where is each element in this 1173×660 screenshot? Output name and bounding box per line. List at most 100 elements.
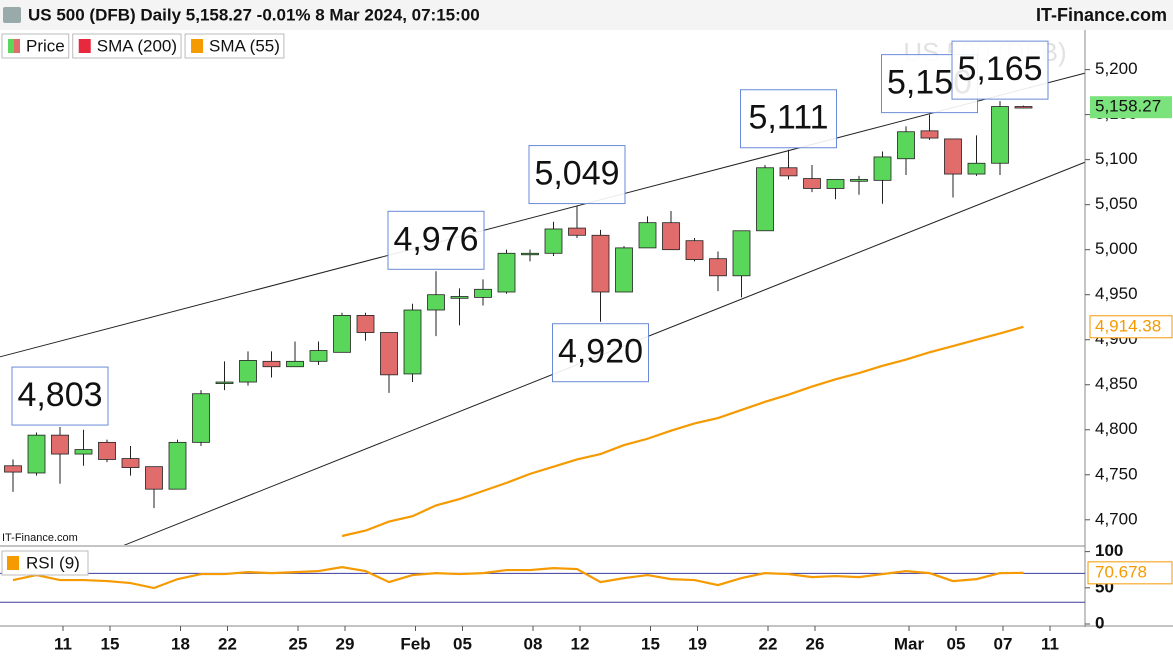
- y-tick-label: 5,100: [1095, 149, 1138, 168]
- candle-body: [568, 227, 586, 236]
- legend-swatch: [7, 556, 19, 570]
- title-bar: [0, 0, 1173, 30]
- x-tick-label: 29: [336, 634, 355, 653]
- candle-body: [333, 315, 351, 353]
- x-tick-label: 22: [759, 634, 778, 653]
- candle-body: [121, 458, 140, 468]
- last-value-box: [1089, 315, 1173, 339]
- y-tick-label: 0: [1095, 613, 1104, 632]
- candle-body: [192, 393, 210, 443]
- candle-body: [168, 441, 187, 490]
- y-tick-label: 5,200: [1095, 59, 1138, 78]
- legend-label: Price: [26, 36, 65, 55]
- x-tick-label: 18: [171, 634, 190, 653]
- legend-label: RSI (9): [26, 553, 80, 572]
- x-tick-label: 15: [641, 634, 660, 653]
- x-tick-label: 05: [453, 634, 472, 653]
- chart-title: US 500 (DFB) Daily 5,158.27 -0.01% 8 Mar…: [28, 5, 480, 24]
- candle-body: [262, 360, 281, 368]
- last-value-label: 70.678: [1095, 562, 1147, 581]
- candle-body: [920, 130, 939, 139]
- annotation-box: [387, 210, 485, 270]
- legend-swatch: [14, 39, 20, 53]
- candle-body: [215, 381, 234, 384]
- annotation-box: [552, 323, 649, 383]
- candle-body: [662, 222, 680, 251]
- x-tick-label: 12: [571, 634, 590, 653]
- candle-body: [403, 309, 422, 375]
- x-tick-label: 15: [101, 634, 120, 653]
- candle-body: [145, 466, 163, 490]
- candle-body: [427, 294, 445, 311]
- legend-label: SMA (55): [209, 36, 280, 55]
- x-tick-label: 22: [218, 634, 237, 653]
- candle-body: [709, 258, 727, 277]
- credit: IT-Finance.com: [2, 532, 78, 544]
- y-tick-label: 4,750: [1095, 464, 1138, 483]
- line: [341, 325, 1024, 538]
- x-tick-label: 05: [947, 634, 966, 653]
- line: [12, 565, 1024, 590]
- candle-body: [380, 332, 398, 376]
- annotation-box: [528, 145, 626, 205]
- last-value-box: [1087, 561, 1173, 585]
- candle-body: [591, 234, 610, 293]
- y-tick-label: 5,050: [1095, 194, 1138, 213]
- candle-body: [638, 222, 657, 249]
- x-tick-label: 25: [289, 634, 308, 653]
- candle-body: [521, 252, 539, 256]
- candle-body: [685, 240, 704, 260]
- candle-body: [74, 449, 93, 455]
- x-tick-label: 11: [54, 634, 72, 653]
- last-price-box: [1090, 96, 1172, 119]
- x-tick-label: Mar: [894, 634, 925, 653]
- y-tick-label: 4,700: [1095, 509, 1138, 528]
- source: IT-Finance.com: [1036, 5, 1167, 25]
- candle-body: [967, 162, 986, 175]
- last-value-label: 4,914.38: [1095, 316, 1161, 335]
- candle-body: [803, 178, 821, 189]
- last-price-label: 5,158.27: [1095, 97, 1161, 116]
- candle-body: [474, 288, 492, 298]
- y-tick-label: 4,850: [1095, 374, 1138, 393]
- candle-body: [51, 434, 69, 455]
- x-tick-label: 11: [1041, 634, 1059, 653]
- y-tick-label: 5,000: [1095, 239, 1138, 258]
- annotation-box: [740, 89, 837, 149]
- annotation-label: 5,049: [534, 155, 619, 193]
- legend-item: SMA (200): [72, 33, 182, 59]
- candle-body: [756, 167, 774, 232]
- candle-body: [850, 179, 868, 182]
- candle-body: [27, 434, 46, 474]
- x-tick-label: 19: [688, 634, 707, 653]
- candle-body: [98, 441, 116, 460]
- candle-body: [450, 296, 469, 299]
- annotation-box: [951, 40, 1049, 100]
- candle-body: [873, 156, 892, 181]
- trendline: [0, 72, 1085, 358]
- legend-label: SMA (200): [97, 36, 177, 55]
- legend-item: Price: [1, 33, 70, 59]
- candle-body: [239, 360, 257, 383]
- candle-body: [544, 228, 563, 254]
- candle-body: [826, 179, 845, 189]
- legend-frame: [72, 33, 182, 59]
- x-tick-label: 07: [994, 634, 1013, 653]
- candle-body: [991, 106, 1009, 164]
- legend-item: SMA (55): [184, 33, 285, 59]
- annotation-label: 4,976: [393, 220, 478, 258]
- candle-body: [1014, 106, 1033, 109]
- annotation-label: 4,803: [17, 376, 102, 414]
- x-tick-label: 26: [806, 634, 825, 653]
- candle-body: [615, 247, 633, 293]
- candle-body: [356, 315, 375, 333]
- y-tick-label: 4,950: [1095, 284, 1138, 303]
- app-icon: [3, 7, 21, 23]
- y-tick-label: 100: [1095, 541, 1123, 560]
- legend-item: RSI (9): [1, 550, 89, 576]
- annotation-label: 5,165: [957, 50, 1042, 88]
- legend-swatch: [8, 39, 14, 53]
- annotation-label: 4,920: [558, 333, 643, 371]
- candle-body: [4, 465, 22, 473]
